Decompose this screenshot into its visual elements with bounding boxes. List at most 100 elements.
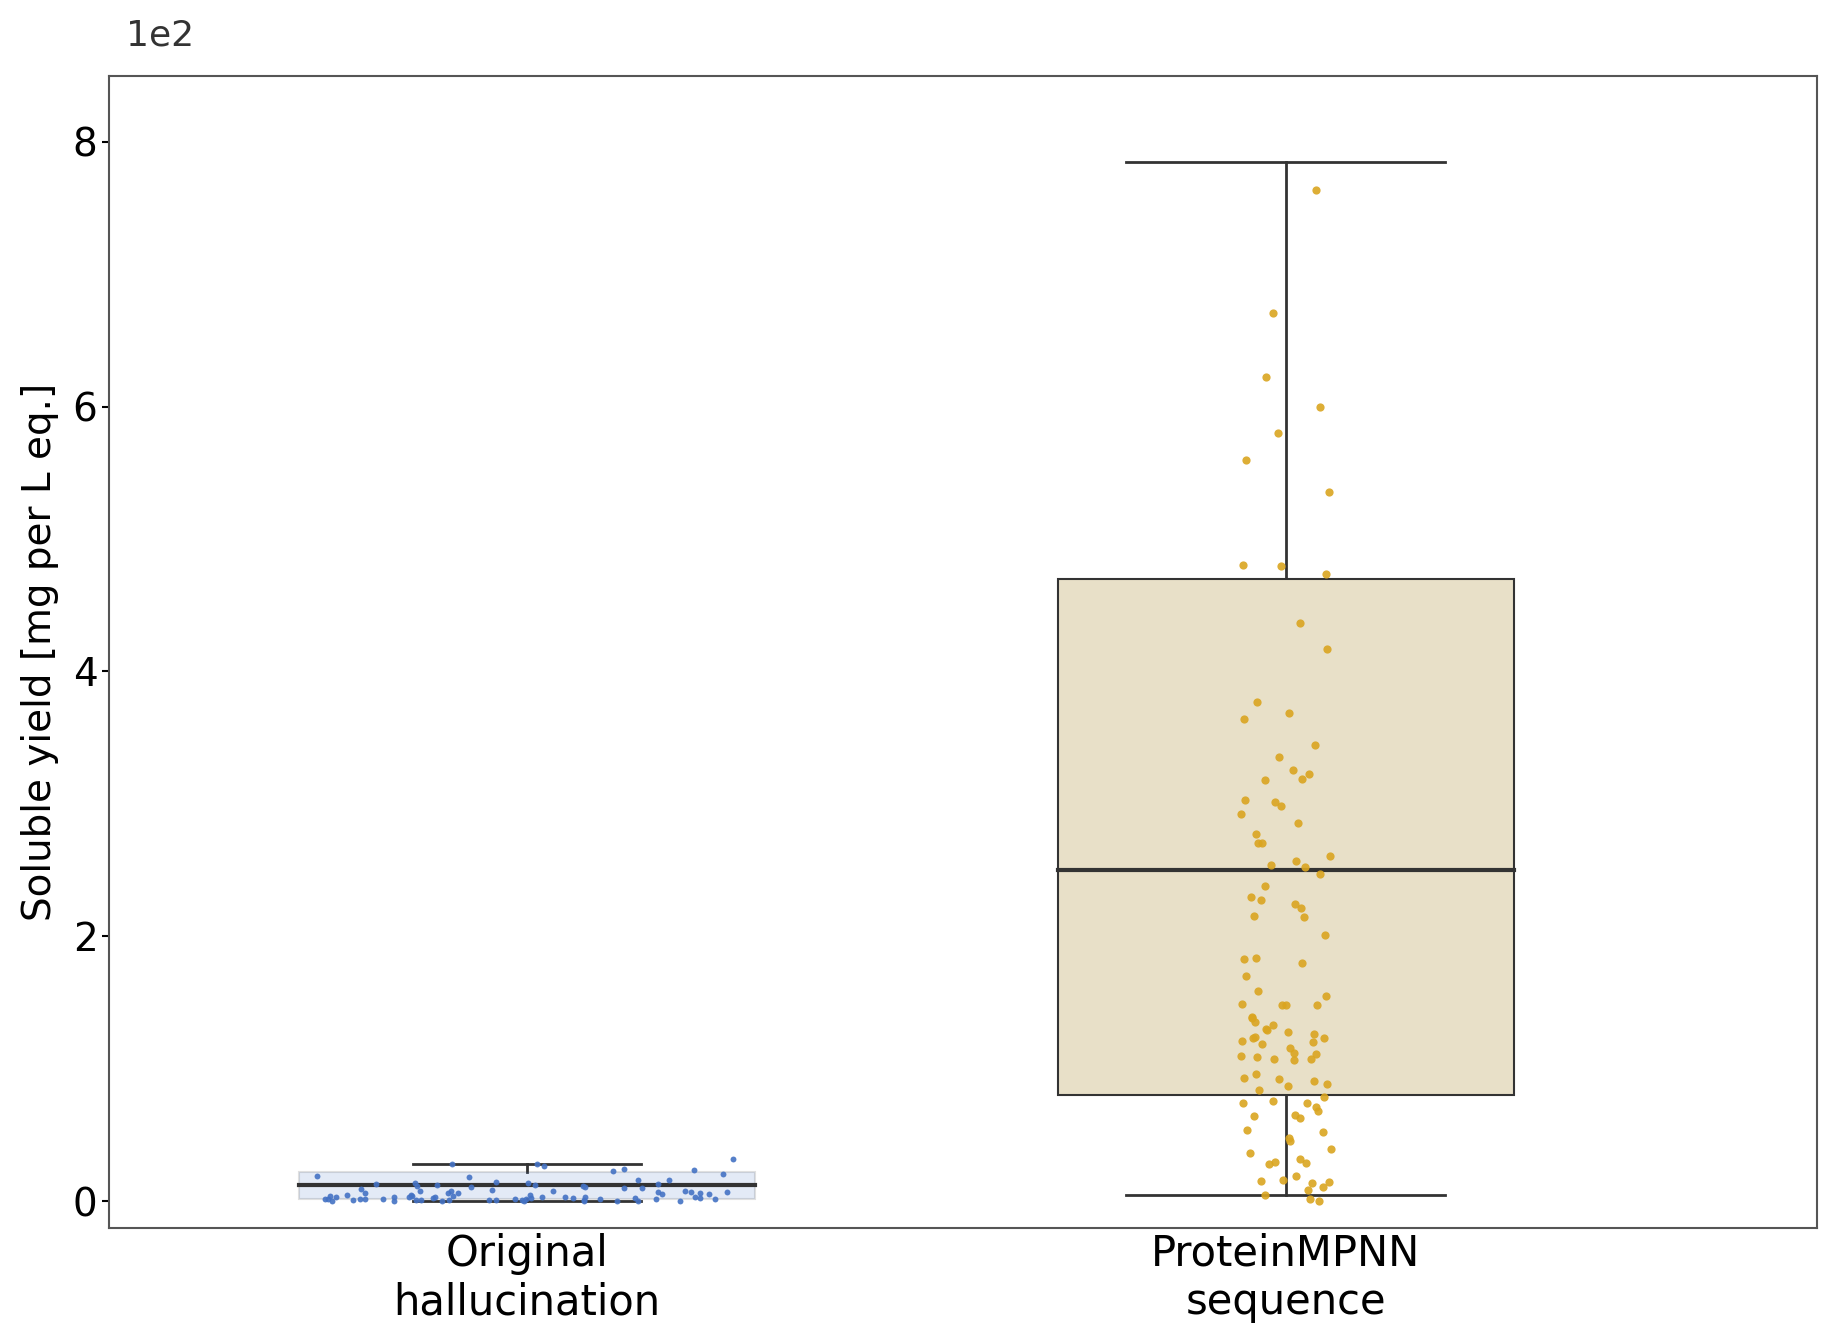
Point — [1281, 1165, 1310, 1187]
Point — [379, 1189, 408, 1211]
Point — [686, 1183, 715, 1204]
Point — [1241, 948, 1270, 969]
Point — [513, 1172, 542, 1193]
Point — [1296, 1048, 1325, 1070]
Point — [1268, 1169, 1298, 1191]
Point — [1228, 554, 1257, 575]
Point — [1241, 823, 1270, 844]
Point — [686, 1187, 715, 1208]
Point — [1255, 1153, 1285, 1175]
Point — [1261, 792, 1290, 813]
Point — [584, 1188, 614, 1210]
Point — [406, 1189, 436, 1211]
Point — [1246, 1171, 1276, 1192]
Point — [362, 1173, 391, 1195]
Point — [1287, 953, 1316, 974]
Point — [1266, 555, 1296, 577]
Point — [516, 1187, 546, 1208]
Point — [1231, 449, 1261, 470]
Point — [1265, 747, 1294, 769]
Point — [436, 1180, 465, 1202]
Point — [1274, 703, 1303, 724]
Y-axis label: Soluble yield [mg per L eq.]: Soluble yield [mg per L eq.] — [20, 383, 59, 921]
Point — [1266, 796, 1296, 817]
Point — [500, 1188, 529, 1210]
Point — [1310, 563, 1340, 585]
Point — [654, 1169, 684, 1191]
Text: 1e2: 1e2 — [127, 19, 195, 52]
Point — [1237, 886, 1266, 907]
Point — [351, 1188, 380, 1210]
Point — [678, 1159, 708, 1180]
Point — [559, 1187, 588, 1208]
Point — [1298, 1172, 1327, 1193]
Point — [397, 1184, 426, 1206]
Point — [1283, 812, 1312, 833]
Point — [509, 1191, 539, 1212]
Point — [1246, 1034, 1276, 1055]
Point — [393, 1187, 423, 1208]
Point — [522, 1153, 551, 1175]
Point — [1279, 892, 1309, 914]
Point — [1312, 1074, 1342, 1095]
Point — [623, 1169, 652, 1191]
Point — [1259, 1048, 1288, 1070]
Point — [1305, 863, 1334, 884]
Point — [1239, 1105, 1268, 1126]
Point — [401, 1172, 430, 1193]
Point — [641, 1188, 671, 1210]
Point — [312, 1188, 342, 1210]
Point — [1301, 180, 1331, 202]
Point — [1287, 898, 1316, 919]
Point — [1244, 1079, 1274, 1101]
Point — [482, 1189, 511, 1211]
Point — [1310, 923, 1340, 945]
Point — [1226, 1046, 1255, 1067]
Point — [316, 1185, 346, 1207]
Point — [700, 1188, 730, 1210]
Point — [311, 1188, 340, 1210]
Point — [643, 1181, 673, 1203]
Point — [1274, 1126, 1303, 1148]
Point — [713, 1181, 743, 1203]
Point — [1252, 367, 1281, 388]
Point — [627, 1177, 656, 1199]
Point — [454, 1167, 483, 1188]
Point — [346, 1188, 375, 1210]
Point — [1244, 980, 1274, 1001]
Point — [346, 1179, 375, 1200]
Point — [1268, 995, 1298, 1016]
Point — [1310, 1027, 1340, 1048]
Point — [1248, 832, 1277, 853]
Point — [568, 1175, 597, 1196]
Point — [539, 1181, 568, 1203]
Point — [1274, 1075, 1303, 1097]
Point — [379, 1187, 408, 1208]
Point — [1257, 1015, 1287, 1036]
Point — [623, 1191, 652, 1212]
Point — [1301, 1095, 1331, 1117]
Point — [1285, 1107, 1314, 1129]
Point — [520, 1175, 550, 1196]
Point — [1279, 1043, 1309, 1064]
Point — [1246, 890, 1276, 911]
Point — [1309, 1121, 1338, 1142]
Point — [338, 1189, 368, 1211]
Point — [1252, 769, 1281, 790]
Point — [1230, 1067, 1259, 1089]
Point — [647, 1183, 676, 1204]
Point — [1241, 1012, 1270, 1034]
Point — [1235, 1142, 1265, 1164]
Point — [1276, 1130, 1305, 1152]
Point — [680, 1187, 709, 1208]
Point — [1285, 1148, 1314, 1169]
Point — [403, 1175, 432, 1196]
Point — [1255, 853, 1285, 875]
Point — [551, 1187, 581, 1208]
Point — [316, 1189, 346, 1211]
Point — [570, 1176, 599, 1198]
Point — [671, 1180, 700, 1202]
Point — [368, 1188, 397, 1210]
Point — [1231, 1120, 1261, 1141]
Point — [1303, 1101, 1333, 1122]
